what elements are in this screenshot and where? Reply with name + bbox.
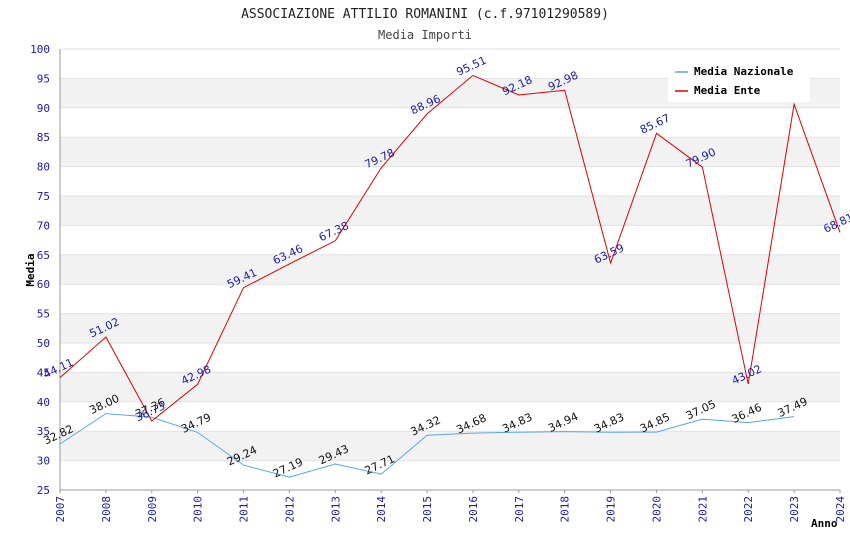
x-tick-label: 2015 [421,496,434,523]
y-tick-label: 90 [37,102,50,115]
x-tick-label: 2016 [467,496,480,523]
y-tick-label: 85 [37,131,50,144]
x-tick-label: 2018 [559,496,572,523]
chart-subtitle: Media Importi [378,28,472,42]
x-tick-label: 2012 [283,496,296,523]
grid-bands [60,48,840,491]
grid-band [60,284,840,314]
y-axis-ticks: 25 30 35 40 45 50 55 60 65 70 75 80 85 90 95 100 [30,43,50,497]
y-tick-label: 60 [37,278,50,291]
y-tick-label: 45 [37,366,50,379]
grid-band [60,313,840,343]
y-tick-label: 40 [37,396,50,409]
grid-band [60,137,840,167]
x-tick-label: 2019 [605,496,618,523]
x-tick-label: 2023 [788,496,801,523]
chart-title: ASSOCIAZIONE ATTILIO ROMANINI (c.f.97101… [241,7,609,22]
x-tick-label: 2007 [54,496,67,523]
x-tick-label: 2017 [513,496,526,523]
y-tick-label: 75 [37,190,50,203]
grid-band [60,401,840,432]
grid-band [60,196,840,226]
y-tick-label: 70 [37,219,50,232]
y-tick-label: 30 [37,455,50,468]
x-tick-label: 2022 [742,496,755,523]
legend: Media Nazionale Media Ente [668,60,810,102]
series-layer [59,74,841,478]
legend-label-media-ente: Media Ente [694,84,761,97]
legend-label-media-nazionale: Media Nazionale [694,65,794,78]
y-tick-label: 55 [37,308,50,321]
grid-band [60,460,840,490]
x-tick-label: 2010 [192,496,205,523]
grid-band [60,107,840,138]
y-tick-label: 65 [37,249,50,262]
grid-band [60,166,840,196]
x-tick-label: 2011 [238,496,251,523]
x-tick-label: 2013 [329,496,342,523]
x-axis-label: Anno [811,517,838,530]
x-tick-label: 2008 [100,496,113,523]
x-tick-label: 2009 [146,496,159,523]
x-tick-label: 2020 [650,496,663,523]
y-tick-label: 25 [37,484,50,497]
y-axis-label: Media [24,253,37,286]
grid-band [60,431,840,461]
y-tick-label: 50 [37,337,50,350]
y-tick-label: 100 [30,43,50,56]
grid-band [60,343,840,373]
legend-background [668,60,810,102]
x-tick-label: 2014 [375,496,388,523]
y-tick-label: 80 [37,161,50,174]
series-line-media-nazionale [59,413,795,478]
grid-band [60,254,840,285]
x-axis-ticks: 2007 2008 2009 2010 2011 2012 2013 2014 2015 2016… [54,490,847,523]
grid-band [60,372,840,402]
y-tick-label: 95 [37,72,50,85]
series-line-media-ente [59,74,841,422]
y-tick-label: 35 [37,425,50,438]
x-tick-label: 2021 [696,496,709,523]
grid-band [60,225,840,255]
x-tick-label: 2024 [834,496,847,523]
